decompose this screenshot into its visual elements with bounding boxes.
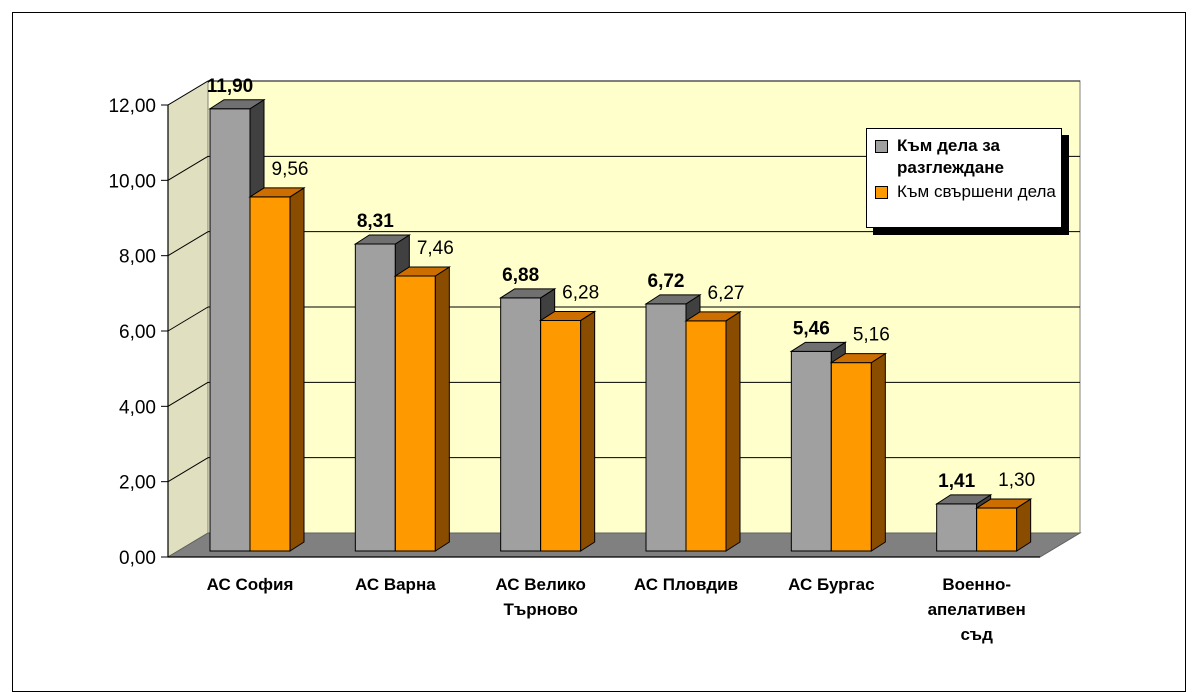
data-label: 6,27 (708, 283, 745, 304)
x-tick-label: Търново (503, 600, 577, 619)
bar-top (934, 494, 993, 505)
data-label: 5,46 (793, 318, 830, 339)
bar-top (208, 99, 266, 110)
bar-completed-0 (249, 196, 291, 552)
gridline-side (167, 306, 209, 332)
bar-top (538, 310, 597, 321)
data-label: 9,56 (272, 159, 309, 180)
bar-chart: 0,00 2,00 4,00 6,00 8,00 10,00 12,00 11,90 9,56… (108, 76, 1082, 644)
gridline-side (167, 381, 209, 407)
legend-item-pending: Към дела за разглеждане (875, 135, 1057, 179)
data-label: 7,46 (417, 238, 454, 259)
gridlines (167, 80, 1080, 483)
x-tick-label: съд (960, 625, 993, 644)
x-tick-label: АС Пловдив (634, 575, 738, 594)
data-label: 1,41 (938, 471, 975, 492)
bar-completed-1 (394, 275, 436, 552)
legend-label-completed: Към свършени дела (897, 182, 1056, 201)
x-tick-label: апелативен (928, 600, 1026, 619)
y-tick-label: 8,00 (119, 247, 156, 268)
legend-swatch-orange (875, 186, 888, 199)
data-label: 1,30 (998, 470, 1035, 491)
y-tick-label: 0,00 (119, 548, 156, 569)
bar-completed-3 (685, 320, 727, 552)
bar-side (725, 310, 741, 552)
x-tick-label: АС Велико (495, 575, 586, 594)
data-label: 5,16 (853, 325, 890, 346)
bar-pending-2 (500, 297, 542, 552)
legend-label-pending: Към дела за разглеждане (897, 136, 1004, 177)
bar-top (498, 288, 557, 299)
data-label: 8,31 (357, 211, 394, 232)
bar-side (580, 310, 596, 552)
x-axis-labels: АС София АС Варна АС Велико Търново АС Пловд… (207, 575, 1026, 644)
bar-pending-1 (354, 243, 396, 552)
x-tick-label: АС София (207, 575, 294, 594)
gridline-side (167, 457, 209, 483)
legend-swatch-gray (875, 140, 888, 153)
legend: Към дела за разглеждане Към свършени дел… (866, 128, 1062, 228)
gridline-side (167, 80, 209, 106)
bar-completed-5 (976, 507, 1018, 552)
bars (208, 98, 1033, 552)
y-tick-label: 4,00 (119, 397, 156, 418)
bar-completed-2 (540, 319, 582, 552)
x-tick-label: АС Варна (355, 575, 436, 594)
y-tick-label: 12,00 (108, 96, 156, 117)
bar-top (789, 341, 848, 352)
data-label: 6,28 (562, 282, 599, 303)
bar-side (870, 352, 886, 552)
bar-pending-4 (790, 350, 832, 552)
y-tick-label: 10,00 (108, 171, 156, 192)
bar-top (684, 311, 742, 322)
bar-side (289, 186, 305, 552)
data-label: 6,72 (648, 271, 685, 292)
bar-pending-0 (209, 108, 251, 552)
bar-completed-4 (830, 362, 872, 552)
y-axis: 0,00 2,00 4,00 6,00 8,00 10,00 12,00 (108, 96, 1040, 569)
bar-pending-5 (936, 503, 978, 552)
bar-top (644, 294, 702, 305)
y-tick-label: 2,00 (119, 473, 156, 494)
bar-side (434, 266, 450, 552)
gridline-side (167, 155, 209, 181)
data-label: 11,90 (207, 76, 254, 97)
value-labels: 11,90 9,56 8,31 7,46 6,88 6,28 6,72 6,27 5,46 5,1… (207, 76, 1035, 492)
x-tick-label: АС Бургас (788, 575, 874, 594)
bar-top (248, 187, 306, 198)
legend-item-completed: Към свършени дела (875, 181, 1057, 203)
bar-pending-3 (645, 303, 687, 552)
bar-top (393, 266, 452, 277)
y-tick-label: 6,00 (119, 322, 156, 343)
bar-top (974, 498, 1033, 509)
gridline-side (167, 231, 209, 257)
bar-top (353, 234, 412, 245)
x-tick-label: Военно- (942, 575, 1011, 594)
data-label: 6,88 (502, 265, 539, 286)
bar-top (829, 353, 888, 364)
